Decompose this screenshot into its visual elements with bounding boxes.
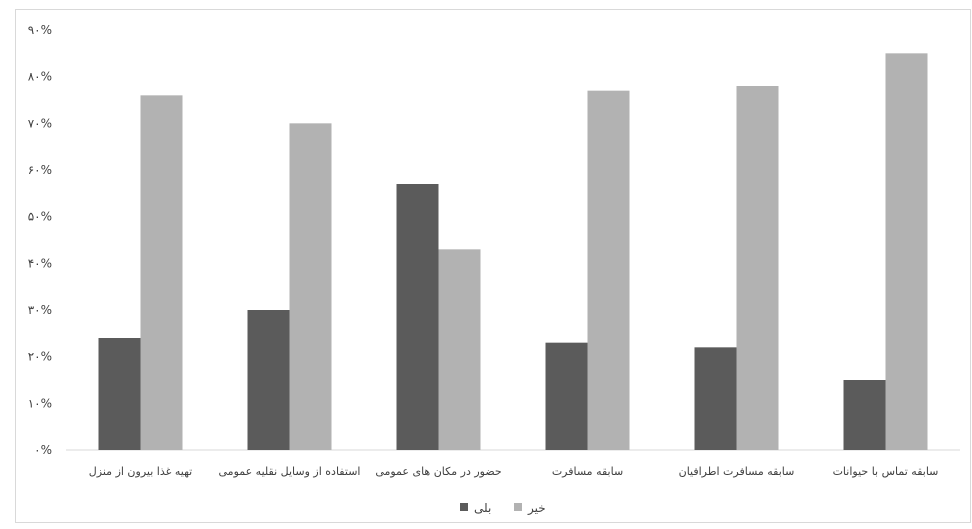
x-tick-label: سابقه مسافرت اطرافیان xyxy=(679,465,795,478)
x-tick-label: سابقه مسافرت xyxy=(552,465,623,478)
bar-yes-2 xyxy=(247,310,290,450)
bar-yes-3 xyxy=(396,184,439,450)
x-tick-label: حضور در مکان های عمومی xyxy=(375,465,501,478)
y-tick-label: ۵۰% xyxy=(28,210,52,224)
bar-no-5 xyxy=(736,86,779,450)
bars xyxy=(98,53,928,451)
bar-no-3 xyxy=(438,249,481,450)
x-tick-label: استفاده از وسایل نقلیه عمومی xyxy=(219,465,361,478)
bar-yes-4 xyxy=(545,342,588,450)
y-tick-label: ۲۰% xyxy=(28,350,52,364)
y-tick-label: ۱۰% xyxy=(28,396,52,410)
bar-no-4 xyxy=(587,90,630,451)
y-axis: ۰% ۱۰% ۲۰% ۳۰% ۴۰% ۵۰% ۶۰% ۷۰% ۸۰% ۹۰% xyxy=(28,23,52,457)
x-tick-label: سابقه تماس با حیوانات xyxy=(833,465,939,478)
legend-label-no: خیر xyxy=(527,501,546,516)
x-axis-labels: تهیه غذا بیرون از منزل استفاده از وسایل ن… xyxy=(89,465,939,478)
y-tick-label: ۴۰% xyxy=(28,256,52,270)
legend-label-yes: بلی xyxy=(474,501,491,515)
y-tick-label: ۰% xyxy=(34,443,52,457)
legend-swatch-yes xyxy=(460,503,468,511)
bar-no-1 xyxy=(140,95,183,450)
bar-yes-5 xyxy=(694,347,737,450)
y-tick-label: ۹۰% xyxy=(28,23,52,37)
legend-swatch-no xyxy=(514,503,522,511)
y-tick-label: ۷۰% xyxy=(28,116,52,130)
y-tick-label: ۸۰% xyxy=(28,70,52,84)
y-tick-label: ۶۰% xyxy=(28,163,52,177)
x-tick-label: تهیه غذا بیرون از منزل xyxy=(89,465,192,478)
bar-no-6 xyxy=(885,53,928,450)
y-tick-label: ۳۰% xyxy=(28,303,52,317)
legend: خیر بلی xyxy=(460,501,546,516)
bar-yes-1 xyxy=(98,338,141,450)
bar-yes-6 xyxy=(843,380,886,450)
bar-no-2 xyxy=(289,123,332,450)
